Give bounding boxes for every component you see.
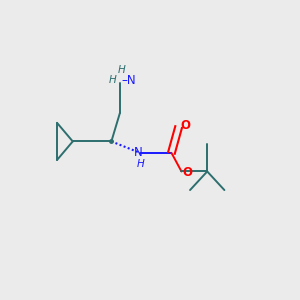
Text: H: H bbox=[118, 65, 125, 75]
Text: –N: –N bbox=[122, 74, 136, 87]
Text: H: H bbox=[137, 159, 144, 169]
Text: N: N bbox=[134, 146, 143, 158]
Text: O: O bbox=[180, 119, 190, 132]
Text: H: H bbox=[109, 76, 117, 85]
Text: O: O bbox=[183, 166, 193, 178]
